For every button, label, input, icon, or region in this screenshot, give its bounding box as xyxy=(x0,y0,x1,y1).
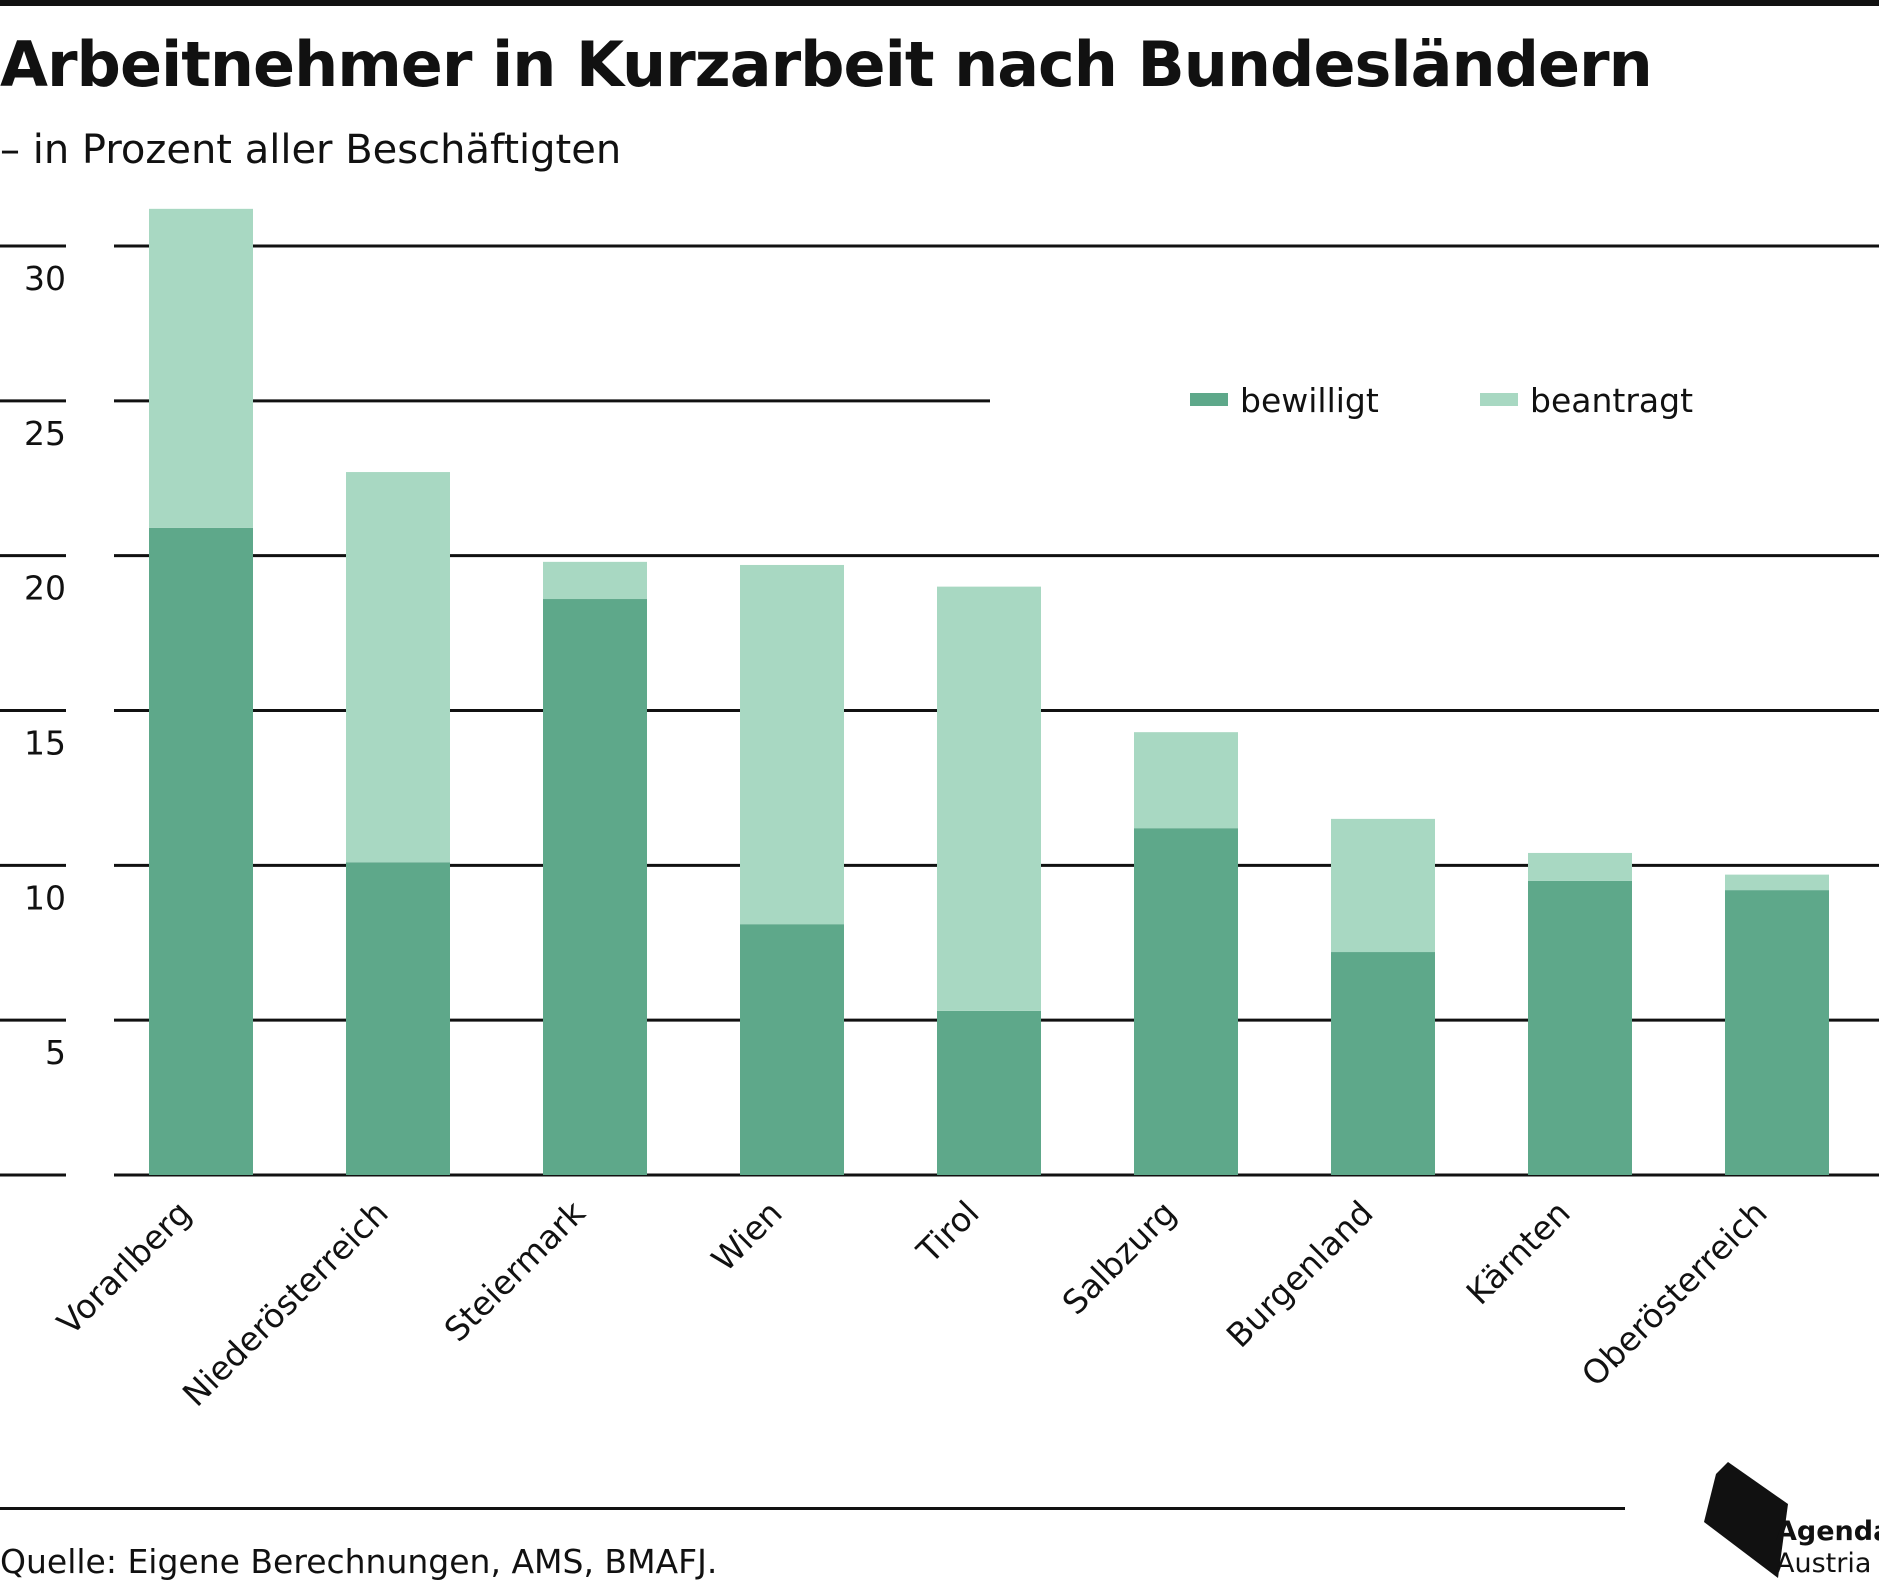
chart-title: Arbeitnehmer in Kurzarbeit nach Bundeslä… xyxy=(0,28,1653,101)
bar-beantragt xyxy=(346,472,450,863)
bars xyxy=(149,208,1829,1175)
agenda-austria-logo-icon xyxy=(1704,1462,1788,1578)
bar-beantragt xyxy=(740,564,844,925)
source-note: Quelle: Eigene Berechnungen, AMS, BMAFJ. xyxy=(0,1542,718,1581)
bar-beantragt xyxy=(937,586,1041,1011)
bar-bewilligt xyxy=(1134,828,1238,1175)
x-tick-label: Burgenland xyxy=(1219,1193,1381,1355)
bar-beantragt xyxy=(1134,732,1238,829)
x-tick-label: Steiermark xyxy=(437,1192,594,1349)
bar-bewilligt xyxy=(740,924,844,1175)
top-rule xyxy=(0,0,1879,6)
bar-bewilligt xyxy=(1725,890,1829,1175)
x-tick-label: Vorarlberg xyxy=(50,1193,199,1342)
bar-bewilligt xyxy=(1528,880,1632,1175)
legend: bewilligt beantragt xyxy=(1190,381,1693,420)
bar-beantragt xyxy=(149,208,253,528)
bar-bewilligt xyxy=(346,862,450,1175)
x-tick-label: Oberösterreich xyxy=(1574,1193,1775,1394)
logo-text-agenda: Agenda xyxy=(1776,1516,1879,1547)
x-tick-label: Kärnten xyxy=(1459,1193,1578,1312)
x-tick-label: Salbzurg xyxy=(1055,1193,1184,1322)
bottom-rule xyxy=(0,1507,1625,1510)
legend-label: beantragt xyxy=(1530,381,1693,420)
y-tick-label: 25 xyxy=(24,414,66,453)
x-tick-label: Wien xyxy=(704,1193,790,1279)
y-tick-label: 10 xyxy=(24,878,66,917)
bar-beantragt xyxy=(543,561,647,600)
x-tick-label: Tirol xyxy=(909,1193,987,1271)
bar-bewilligt xyxy=(543,599,647,1175)
bar-beantragt xyxy=(1331,818,1435,953)
bar-bewilligt xyxy=(149,527,253,1175)
bar-bewilligt xyxy=(1331,952,1435,1175)
y-tick-label: 5 xyxy=(45,1033,66,1072)
y-tick-labels: 5 10 15 20 25 30 xyxy=(24,259,66,1072)
y-tick-label: 20 xyxy=(24,569,66,608)
x-tick-label: Niederösterreich xyxy=(175,1193,396,1414)
y-tick-label: 30 xyxy=(24,259,66,298)
legend-label: bewilligt xyxy=(1240,381,1379,420)
legend-swatch xyxy=(1480,393,1518,406)
bar-bewilligt xyxy=(937,1010,1041,1175)
legend-swatch xyxy=(1190,393,1228,406)
bar-beantragt xyxy=(1725,874,1829,891)
y-tick-label: 15 xyxy=(24,724,66,763)
bar-beantragt xyxy=(1528,852,1632,881)
chart-subtitle: – in Prozent aller Beschäftigten xyxy=(0,127,622,173)
logo-text-austria: Austria xyxy=(1776,1548,1872,1579)
